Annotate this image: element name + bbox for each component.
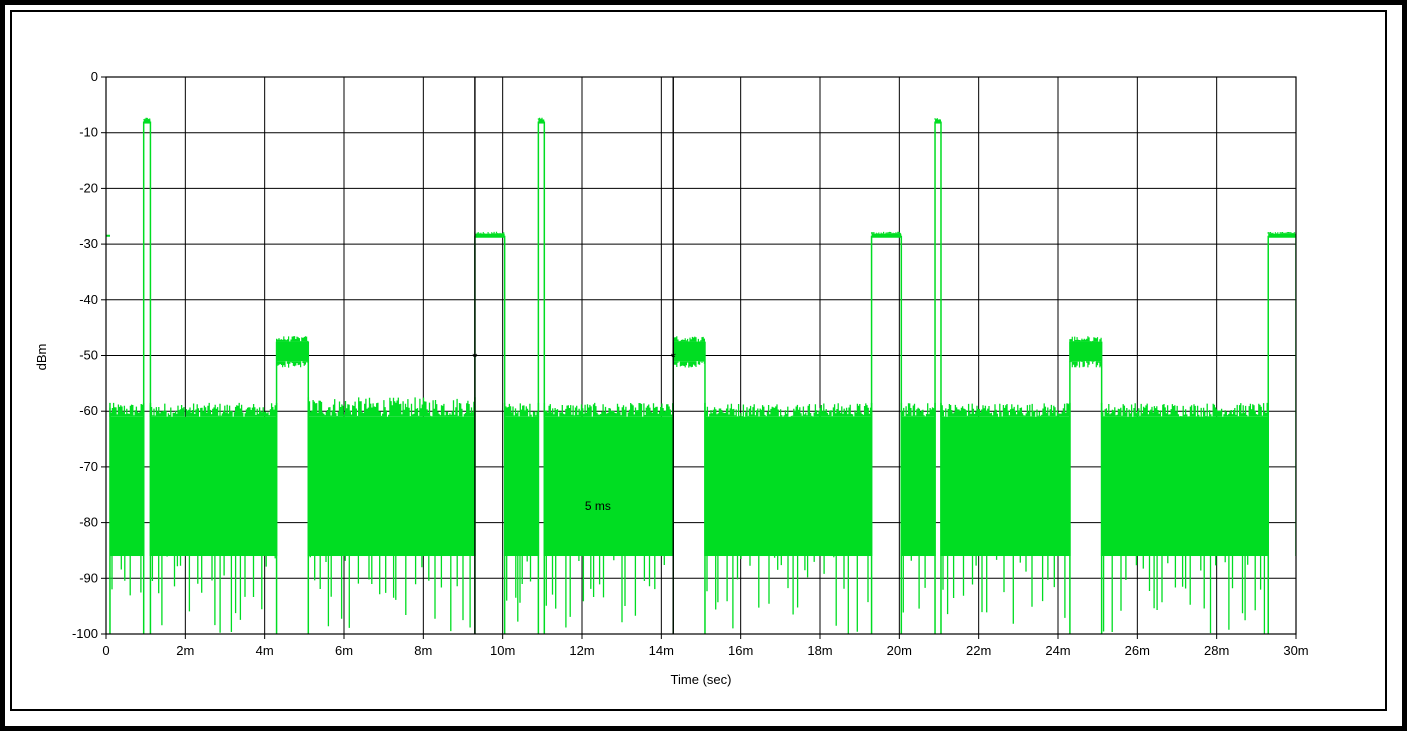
y-tick-label: -30 [79, 236, 98, 251]
trace-group [106, 117, 1296, 634]
noise-band [504, 416, 539, 557]
burst-body [935, 119, 941, 124]
x-tick-label: 6m [335, 643, 353, 658]
x-tick-labels: 0 2m 4m 6m 8m 10m 12m 14m 16m 18m 20m 22m 24m 26m 28m 3… [102, 643, 1308, 658]
x-tick-label: 10m [490, 643, 515, 658]
x-tick-label: 14m [649, 643, 674, 658]
noise-band [940, 416, 1070, 557]
x-tick-label: 8m [414, 643, 432, 658]
burst-body [538, 119, 545, 124]
y-tick-label: -80 [79, 515, 98, 530]
burst-body [673, 341, 705, 362]
y-tick-label: -60 [79, 403, 98, 418]
burst-fringe [276, 336, 309, 368]
x-tick-label: 26m [1125, 643, 1150, 658]
noise-band [1101, 416, 1269, 557]
noise-band [544, 416, 674, 557]
y-tick-label: -50 [79, 348, 98, 363]
burst-body [871, 233, 902, 238]
noise-band [308, 416, 475, 557]
cursor-marker: * [472, 350, 477, 365]
noise-band [901, 416, 936, 557]
cursor-marker: * [671, 350, 676, 365]
x-tick-label: 28m [1204, 643, 1229, 658]
burst-fringe [537, 117, 544, 120]
y-tick-label: 0 [91, 69, 98, 84]
x-tick-label: 16m [728, 643, 753, 658]
y-tick-label: -10 [79, 125, 98, 140]
burst-fringe [934, 118, 941, 120]
x-axis-title: Time (sec) [671, 672, 732, 687]
x-tick-label: 12m [569, 643, 594, 658]
burst-body [474, 233, 505, 238]
y-tick-label: -70 [79, 459, 98, 474]
burst-fringe [143, 117, 151, 120]
y-tick-label: -40 [79, 292, 98, 307]
burst-fringe [1267, 232, 1296, 234]
x-tick-label: 0 [102, 643, 109, 658]
noise-band [109, 416, 144, 557]
x-tick-label: 18m [807, 643, 832, 658]
duration-annotation: 5 ms [585, 499, 611, 513]
cursor-group: * * [472, 77, 676, 634]
x-tick-label: 30m [1283, 643, 1308, 658]
x-tick-label: 20m [887, 643, 912, 658]
x-tick-label: 22m [966, 643, 991, 658]
burst-fringe [871, 231, 901, 234]
x-tick-label: 2m [176, 643, 194, 658]
burst-body [143, 119, 151, 124]
y-tick-label: -20 [79, 180, 98, 195]
y-tick-label: -90 [79, 570, 98, 585]
y-tick-label: -100 [72, 626, 98, 641]
y-axis-title: dBm [34, 344, 49, 371]
burst-body [1268, 233, 1296, 238]
x-tick-label: 4m [256, 643, 274, 658]
burst-body [276, 341, 309, 362]
noise-band [704, 416, 872, 557]
burst-fringe [1069, 336, 1102, 368]
plot-frame [105, 76, 1297, 635]
burst-body [1069, 341, 1102, 362]
noise-band [150, 416, 277, 557]
y-tick-labels: 0 -10 -20 -30 -40 -50 -60 -70 -80 -90 -100 [72, 69, 98, 641]
x-tick-label: 24m [1045, 643, 1070, 658]
